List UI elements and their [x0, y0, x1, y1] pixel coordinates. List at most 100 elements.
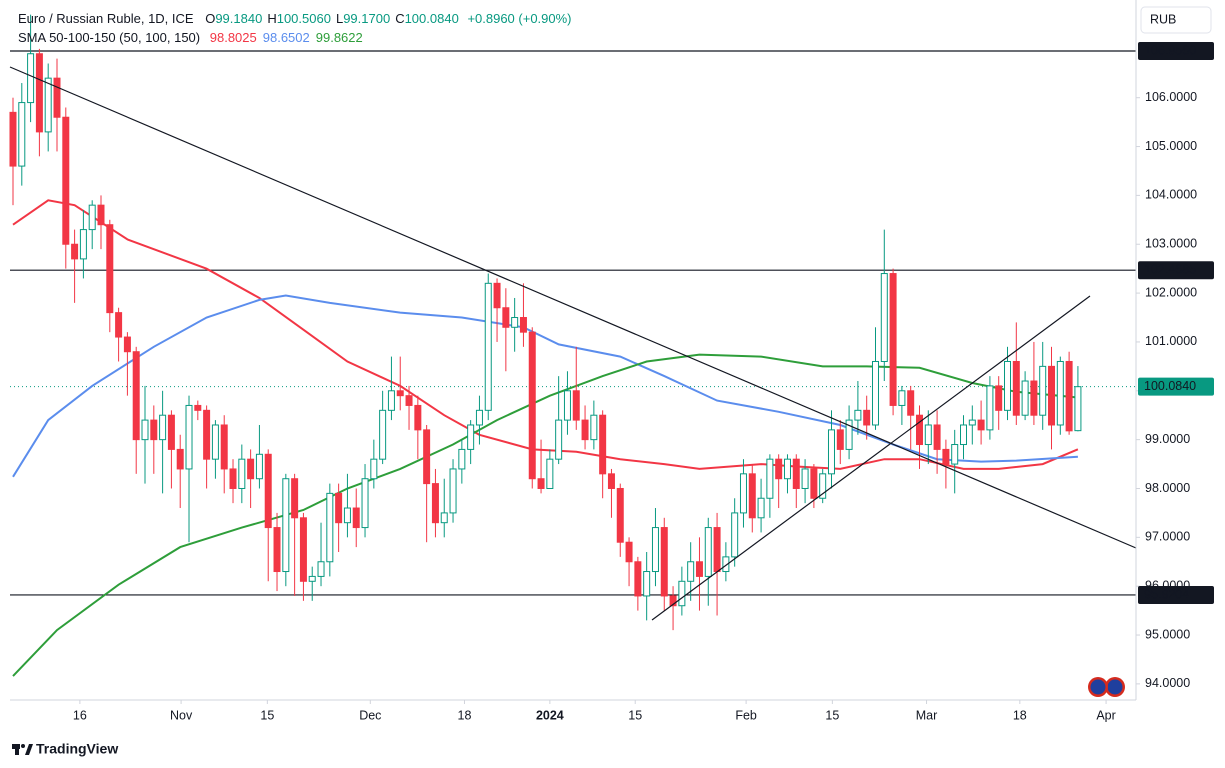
candle-body	[792, 458, 800, 489]
candle-body	[625, 541, 633, 563]
candle-body	[405, 395, 413, 406]
candle-body	[115, 312, 123, 338]
candle-body	[819, 473, 827, 499]
candle-body	[995, 385, 1003, 411]
candle-body	[264, 453, 272, 529]
candle-body	[387, 390, 395, 411]
candle-body	[44, 77, 52, 133]
x-tick-label: 15	[825, 708, 839, 722]
sma-values: 98.8025 98.6502 99.8622	[210, 30, 363, 45]
candle-body	[440, 512, 448, 524]
candle-body	[1030, 380, 1038, 416]
candle-body	[660, 527, 668, 597]
x-tick-label: 2024	[536, 708, 564, 722]
candle-body	[757, 497, 765, 519]
x-tick-label: Mar	[916, 708, 938, 722]
level-label: 106.9560	[1144, 43, 1196, 57]
candle-body	[590, 414, 598, 441]
candle-body	[960, 424, 968, 446]
candle-body	[511, 317, 519, 328]
candle-body	[1039, 365, 1047, 416]
legend-key: H	[267, 11, 276, 26]
candle-body	[739, 473, 747, 514]
level-tag	[1138, 585, 1214, 604]
price-tags: 106.9560 102.4685 95.8204 100.0840	[1138, 41, 1214, 604]
candle-body	[863, 409, 871, 426]
flag-badges	[1088, 677, 1125, 697]
candle-body	[643, 571, 651, 597]
sma-value: 98.6502	[263, 30, 310, 45]
candle-body	[1021, 380, 1029, 416]
legend-row: Euro / Russian Ruble, 1D, ICE O99.1840 H1…	[18, 11, 572, 26]
candle-body	[880, 273, 888, 362]
candle-body	[9, 111, 17, 167]
sma-value: 99.8622	[316, 30, 363, 45]
candle-body	[361, 478, 369, 529]
candle-body	[458, 448, 466, 470]
currency[interactable]: RUB	[1150, 12, 1176, 26]
level-label: 95.8204	[1144, 587, 1189, 601]
candle-body	[713, 527, 721, 573]
candle-body	[211, 424, 219, 460]
candle-body	[599, 414, 607, 475]
candle-body	[783, 458, 791, 480]
legend-value: 100.5060	[277, 11, 331, 26]
candle-body	[827, 429, 835, 475]
candle-body	[53, 77, 61, 118]
candle-body	[35, 53, 43, 133]
candle-body	[291, 478, 299, 519]
candle-body	[141, 419, 149, 441]
sma-line	[12, 353, 1078, 677]
sma-legend: SMA 50-100-150 (50, 100, 150) 98.8025 98.…	[18, 30, 363, 45]
candle-body	[634, 561, 642, 597]
candle-body	[933, 424, 941, 450]
currency-box[interactable]	[1140, 6, 1212, 34]
y-tick-label: 95.0000	[1145, 627, 1190, 641]
candle-body	[396, 390, 404, 397]
y-tick-label: 101.0000	[1145, 334, 1197, 348]
candle-body	[88, 204, 96, 231]
sma-line	[12, 294, 1078, 478]
y-tick-label: 99.0000	[1145, 432, 1190, 446]
candle-body	[942, 448, 950, 465]
level-tag	[1138, 261, 1214, 280]
candle-body	[731, 512, 739, 558]
candle-body	[27, 53, 35, 104]
candle-body	[836, 429, 844, 450]
candle-body	[484, 282, 492, 411]
x-tick-label: Apr	[1096, 708, 1115, 722]
candle-body	[308, 575, 316, 582]
candle-body	[854, 409, 862, 421]
x-tick-label: Feb	[735, 708, 757, 722]
candle-body	[924, 424, 932, 446]
candle-body	[62, 116, 70, 245]
candle-body	[651, 527, 659, 573]
y-tick-label: 98.0000	[1145, 481, 1190, 495]
candle-body	[326, 492, 334, 563]
candle-body	[299, 517, 307, 582]
candle-body	[273, 527, 281, 573]
candle-body	[1065, 360, 1073, 432]
candle-body	[748, 473, 756, 519]
candle-body	[255, 453, 263, 480]
candle-body	[528, 331, 536, 480]
legend-key: L	[336, 11, 343, 26]
candle-body	[766, 458, 774, 499]
candle-body	[1074, 386, 1082, 432]
candle-body	[616, 487, 624, 543]
y-tick-label: 104.0000	[1145, 188, 1197, 202]
symbol-title: Euro / Russian Ruble, 1D, ICE	[18, 11, 194, 26]
candle-body	[97, 204, 105, 226]
candle-body	[546, 458, 554, 489]
candle-body	[159, 414, 167, 441]
candle-body	[167, 414, 175, 450]
candle-body	[176, 448, 184, 470]
y-tick-label: 97.0000	[1145, 530, 1190, 544]
candle-body	[678, 580, 686, 607]
y-tick-label: 105.0000	[1145, 139, 1197, 153]
level-tag	[1138, 41, 1214, 60]
x-tick-label: 15	[628, 708, 642, 722]
candle-body	[379, 409, 387, 460]
